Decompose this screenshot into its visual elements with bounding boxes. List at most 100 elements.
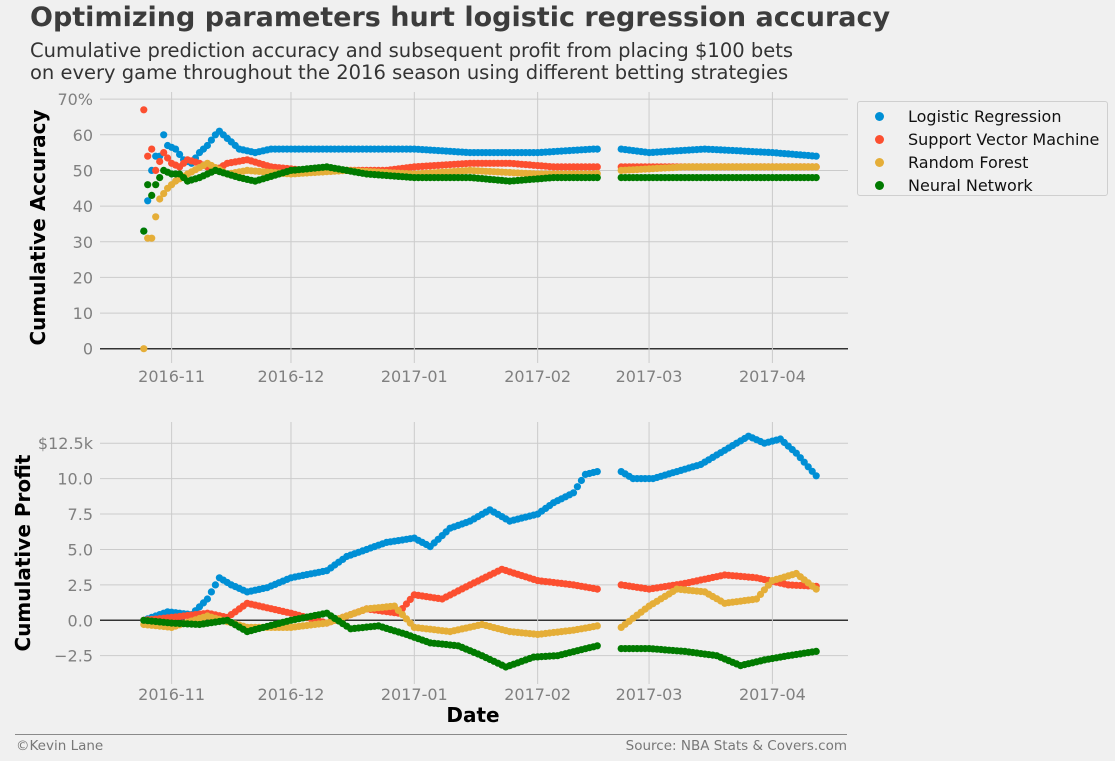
chart-title: Optimizing parameters hurt logistic regr… — [30, 2, 891, 33]
data-point — [148, 234, 156, 242]
data-point — [144, 181, 152, 189]
x-tick-label: 2017-03 — [616, 685, 683, 704]
data-point — [207, 588, 215, 596]
data-point — [156, 174, 164, 182]
legend-item-support-vector-machine: Support Vector Machine — [858, 128, 1107, 151]
profit-panel: −2.5 0.0 2.5 5.0 7.5 10.0 $12.5k 2016-11 2016-12… — [11, 422, 848, 727]
subtitle-line-2: on every game throughout the 2016 season… — [30, 61, 789, 84]
series-neural-network — [140, 609, 820, 671]
data-point — [593, 174, 601, 182]
legend-marker-icon — [875, 181, 884, 190]
y-tick-label: 7.5 — [68, 505, 93, 524]
accuracy-panel: 0 10 20 30 40 50 60 70% 2016-11 2016-12 2017-01 201… — [26, 90, 848, 386]
y-tick-label: 10.0 — [57, 470, 93, 489]
data-point — [172, 145, 180, 153]
data-point — [148, 191, 156, 199]
series-logistic-regression — [140, 432, 820, 624]
subtitle-line-1: Cumulative prediction accuracy and subse… — [30, 39, 794, 62]
data-point — [812, 647, 820, 656]
data-point — [593, 642, 601, 650]
data-point — [203, 141, 211, 150]
x-tick-label: 2016-11 — [138, 367, 205, 386]
data-point — [812, 472, 820, 480]
data-point — [148, 145, 156, 153]
y-tick-label: 0 — [83, 340, 93, 359]
series-neural-network — [140, 163, 820, 235]
data-point — [593, 585, 601, 593]
y-tick-label: 30 — [73, 233, 93, 252]
y-tick-label: 5.0 — [68, 540, 93, 559]
data-point — [812, 585, 820, 593]
data-point — [160, 131, 168, 139]
y-axis-label: Cumulative Accuracy — [26, 109, 50, 345]
data-point — [152, 213, 160, 221]
legend-label: Neural Network — [908, 176, 1033, 195]
data-point — [203, 595, 211, 603]
data-point — [577, 476, 586, 485]
data-point — [140, 106, 148, 114]
y-tick-label: $12.5k — [38, 434, 94, 453]
legend: Logistic Regression Support Vector Machi… — [857, 101, 1108, 196]
chart-subtitle: Cumulative prediction accuracy and subse… — [30, 40, 793, 84]
x-tick-label: 2017-02 — [504, 685, 571, 704]
legend-label: Support Vector Machine — [908, 130, 1100, 149]
data-point — [573, 483, 582, 491]
data-point — [144, 152, 152, 160]
series-random-forest — [140, 159, 820, 353]
legend-marker-icon — [875, 158, 884, 167]
data-point — [593, 622, 601, 630]
data-point — [156, 195, 164, 203]
footer-credit: ©Kevin Lane — [16, 738, 104, 754]
data-point — [593, 468, 601, 476]
footer-source: Source: NBA Stats & Covers.com — [625, 738, 847, 754]
data-point — [812, 174, 820, 182]
legend-label: Logistic Regression — [908, 107, 1062, 126]
legend-marker-icon — [875, 135, 884, 144]
data-point — [569, 489, 578, 497]
x-tick-label: 2017-04 — [739, 367, 806, 386]
legend-item-neural-network: Neural Network — [858, 174, 1107, 197]
x-tick-label: 2017-01 — [381, 685, 448, 704]
x-tick-label: 2016-12 — [258, 367, 325, 386]
y-tick-label: −2.5 — [54, 647, 93, 666]
y-tick-label: 10 — [73, 304, 93, 323]
y-axis-label: Cumulative Profit — [11, 454, 35, 651]
x-tick-label: 2017-03 — [616, 367, 683, 386]
data-point — [144, 197, 152, 205]
data-point — [211, 581, 219, 589]
data-point — [140, 345, 148, 353]
x-tick-label: 2016-11 — [138, 685, 205, 704]
y-tick-label: 70% — [57, 90, 93, 109]
series-logistic-regression — [140, 127, 820, 235]
data-point — [156, 157, 164, 166]
y-tick-label: 2.5 — [68, 576, 93, 595]
x-axis-label: Date — [446, 703, 499, 727]
data-point — [160, 190, 168, 198]
data-point — [152, 181, 160, 189]
data-point — [207, 136, 215, 144]
x-tick-label: 2017-04 — [739, 685, 806, 704]
legend-label: Random Forest — [908, 153, 1029, 172]
x-tick-label: 2016-12 — [258, 685, 325, 704]
data-point — [164, 154, 172, 162]
y-tick-label: 50 — [73, 161, 93, 180]
y-tick-label: 40 — [73, 197, 93, 216]
legend-item-logistic-regression: Logistic Regression — [858, 105, 1107, 128]
data-point — [160, 149, 168, 157]
data-point — [140, 227, 148, 235]
legend-item-random-forest: Random Forest — [858, 151, 1107, 174]
data-point — [812, 163, 820, 171]
y-tick-label: 0.0 — [68, 611, 93, 630]
x-tick-label: 2017-02 — [504, 367, 571, 386]
data-point — [152, 166, 160, 174]
footer-divider — [15, 734, 847, 735]
y-tick-label: 60 — [73, 126, 93, 145]
x-tick-label: 2017-01 — [381, 367, 448, 386]
y-tick-label: 20 — [73, 268, 93, 287]
data-point — [812, 152, 820, 160]
data-point — [176, 150, 184, 158]
legend-marker-icon — [875, 112, 884, 121]
data-point — [593, 145, 601, 153]
data-point — [593, 163, 601, 171]
